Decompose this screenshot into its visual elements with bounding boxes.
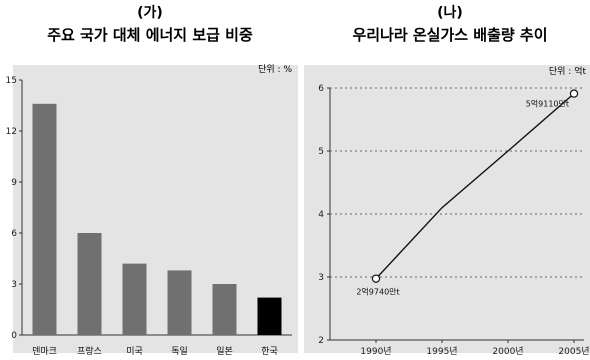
bar-3 xyxy=(122,263,147,335)
right-x-tick-label: 1990년 xyxy=(360,346,391,357)
left-chart: (가) 주요 국가 대체 에너지 보급 비중 단위 : % 0 3 6 9 12 15 덴… xyxy=(6,5,298,357)
left-y-tick-label: 12 xyxy=(6,127,17,137)
data-point-1990 xyxy=(371,274,381,283)
bar-6 xyxy=(257,297,282,335)
category-label: 한국 xyxy=(261,346,278,357)
right-x-tick-label: 1995년 xyxy=(426,346,457,357)
right-y-tick-label: 6 xyxy=(318,84,324,94)
left-chart-title: 주요 국가 대체 에너지 보급 비중 xyxy=(47,26,253,44)
category-label: 독일 xyxy=(171,346,188,357)
left-unit-label: 단위 : % xyxy=(258,64,292,75)
bar-2 xyxy=(77,233,102,335)
category-label: 미국 xyxy=(126,346,143,357)
left-chart-label: (가) xyxy=(137,5,163,21)
data-label-1990: 2억9740만t xyxy=(356,287,399,297)
left-plot-background xyxy=(13,65,298,353)
right-chart: (나) 우리나라 온실가스 배출량 추이 단위 : 억t 2 3 4 5 6 1990년… xyxy=(304,5,590,357)
left-y-tick-label: 6 xyxy=(11,229,17,239)
bar-5 xyxy=(212,284,237,335)
data-point-2005 xyxy=(569,89,579,98)
right-y-tick-label: 4 xyxy=(318,210,324,220)
right-x-tick-label: 2005년 xyxy=(558,346,589,357)
right-chart-title: 우리나라 온실가스 배출량 추이 xyxy=(352,26,547,44)
category-label: 일본 xyxy=(216,346,233,357)
right-unit-label: 단위 : 억t xyxy=(549,65,587,77)
right-plot-background xyxy=(304,65,590,353)
right-y-tick-label: 5 xyxy=(318,147,324,157)
left-y-tick-label: 0 xyxy=(11,331,17,341)
right-chart-label: (나) xyxy=(437,5,463,21)
emissions-line xyxy=(375,93,575,280)
bar-4 xyxy=(167,270,192,335)
right-y-tick-label: 3 xyxy=(318,273,324,283)
bar-1 xyxy=(32,103,57,335)
right-x-tick-label: 2000년 xyxy=(492,346,523,357)
left-y-tick-label: 9 xyxy=(11,178,17,188)
category-label: 프랑스 xyxy=(77,345,102,357)
category-label: 덴마크 xyxy=(32,346,57,357)
data-label-2005: 5억9110만t xyxy=(526,99,569,109)
left-y-tick-label: 3 xyxy=(11,280,17,290)
left-y-tick-label: 15 xyxy=(6,76,17,86)
right-y-tick-label: 2 xyxy=(318,336,324,346)
